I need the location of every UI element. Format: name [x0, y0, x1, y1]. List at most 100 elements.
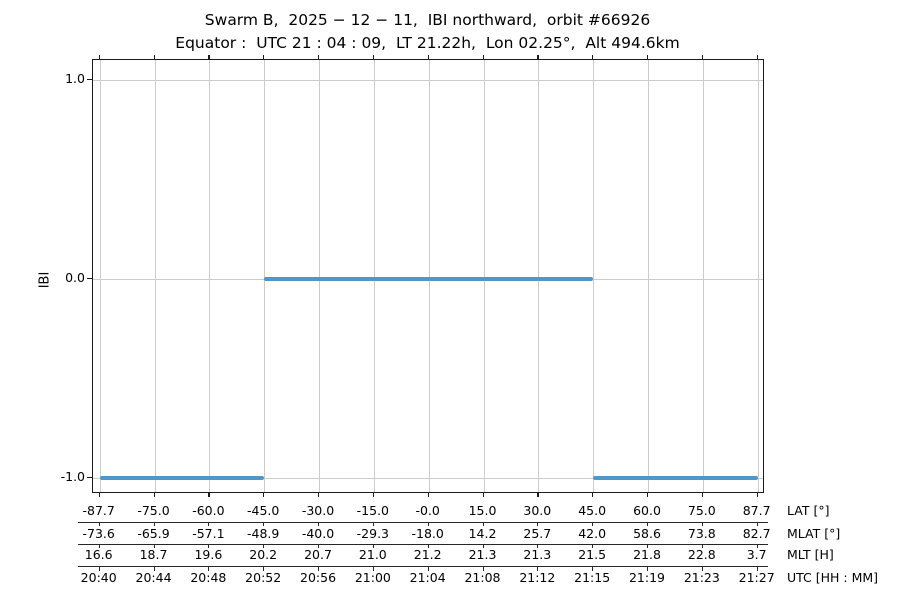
chart-subtitle: Equator : UTC 21 : 04 : 09, LT 21.22h, L…	[175, 34, 680, 52]
x-tick-label: 21.3	[468, 546, 497, 562]
x-axis-row-name: UTC [HH : MM]	[787, 570, 879, 585]
x-gridline	[593, 60, 595, 492]
x-axis-row-tick	[98, 566, 100, 571]
x-gridline	[648, 60, 649, 492]
x-tick-bottom	[537, 492, 539, 497]
x-axis-row-name: MLAT [°]	[787, 525, 841, 541]
x-axis-row-tick	[153, 566, 155, 571]
x-tick-label: -15.0	[356, 503, 390, 518]
x-tick-label: 14.2	[468, 525, 497, 541]
x-axis-row-tick	[701, 521, 703, 526]
x-tick-label: -57.1	[192, 525, 225, 541]
x-tick-label: -75.0	[137, 503, 170, 518]
x-axis-row-tick	[318, 543, 320, 548]
x-axis-row-tick	[98, 543, 100, 548]
x-axis-row-tick	[482, 543, 484, 548]
x-tick-label: 21.0	[358, 546, 387, 562]
x-axis-row-tick	[372, 566, 374, 571]
x-axis-row-tick	[208, 543, 210, 548]
x-tick-label: -73.6	[82, 525, 115, 541]
x-gridline	[209, 60, 211, 492]
x-tick-label: 20:56	[300, 570, 337, 585]
chart-title: Swarm B, 2025 − 12 − 11, IBI northward, …	[204, 11, 651, 29]
x-tick-label: 19.6	[194, 546, 223, 562]
x-tick-label: -40.0	[301, 525, 335, 541]
x-axis-row-tick	[592, 566, 594, 571]
x-tick-label: -29.3	[356, 525, 390, 541]
x-axis-row-rule	[78, 521, 768, 523]
x-axis-row-tick	[427, 543, 429, 548]
x-tick-label: 18.7	[139, 546, 168, 562]
x-gridline	[373, 60, 375, 492]
x-axis-row-tick	[208, 566, 210, 571]
x-tick-label: 22.8	[687, 546, 716, 562]
x-gridline	[264, 60, 266, 492]
x-tick-bottom	[427, 492, 429, 497]
x-axis-row-tick	[701, 566, 703, 571]
x-tick-label: 15.0	[468, 503, 497, 518]
x-tick-top	[647, 55, 649, 59]
y-tick-label: 1.0	[65, 70, 85, 86]
x-tick-label: 16.6	[84, 546, 113, 562]
x-tick-bottom	[318, 492, 320, 497]
x-tick-top	[427, 55, 429, 59]
data-line-segment	[593, 475, 758, 480]
x-tick-label: 30.0	[523, 503, 552, 518]
x-gridline	[154, 60, 156, 492]
x-tick-label: 21.5	[578, 546, 607, 562]
x-axis-row-tick	[482, 566, 484, 571]
x-axis-row-tick	[427, 521, 429, 526]
x-tick-top	[318, 55, 320, 59]
x-axis-row-rule	[78, 543, 768, 545]
x-axis-row-tick	[647, 543, 648, 548]
x-tick-label: 73.8	[687, 525, 716, 541]
x-tick-top	[701, 55, 704, 59]
x-tick-bottom	[647, 492, 649, 497]
x-tick-label: 45.0	[578, 503, 607, 518]
x-tick-label: -45.0	[247, 503, 280, 518]
x-tick-label: -48.9	[247, 525, 280, 541]
x-axis-row-tick	[208, 521, 210, 526]
x-gridline	[757, 60, 759, 492]
x-tick-top	[372, 55, 375, 59]
x-tick-label: -30.0	[301, 503, 335, 518]
data-line-segment	[264, 276, 594, 281]
x-tick-top	[592, 55, 594, 59]
x-axis-row-tick	[263, 543, 265, 548]
x-tick-label: -65.9	[137, 525, 170, 541]
x-gridline	[538, 60, 540, 492]
x-tick-label: 20:40	[80, 570, 117, 585]
x-axis-row-name: LAT [°]	[787, 503, 830, 518]
y-tick	[87, 277, 92, 279]
x-axis-row-tick	[592, 543, 594, 548]
x-tick-label: 20.7	[304, 546, 332, 562]
x-tick-label: -87.7	[82, 503, 115, 518]
x-gridline	[702, 60, 704, 492]
x-tick-top	[537, 55, 539, 59]
x-axis-row-tick	[537, 543, 539, 548]
x-tick-label: 75.0	[687, 503, 716, 518]
x-axis-row-tick	[153, 521, 155, 526]
x-tick-label: 21:27	[738, 570, 775, 585]
x-tick-top	[153, 55, 155, 59]
x-axis-row-tick	[263, 566, 265, 571]
x-tick-label: 21:15	[574, 570, 611, 585]
y-tick	[87, 476, 92, 478]
x-axis-row-tick	[427, 566, 429, 571]
x-axis-row-name: MLT [H]	[787, 546, 834, 562]
y-tick-label: -1.0	[60, 468, 85, 484]
x-tick-label: 82.7	[742, 525, 771, 541]
x-axis-row-tick	[372, 543, 374, 548]
x-axis-row-tick	[263, 521, 265, 526]
x-gridline	[99, 60, 101, 492]
x-tick-label: 25.7	[523, 525, 552, 541]
x-axis-row-tick	[647, 521, 648, 526]
x-tick-label: -18.0	[411, 525, 444, 541]
x-tick-bottom	[701, 492, 704, 497]
x-tick-top	[208, 55, 210, 59]
x-tick-label: 20.2	[249, 546, 278, 562]
x-tick-label: 3.7	[746, 546, 767, 562]
x-tick-bottom	[208, 492, 210, 497]
x-axis-row-tick	[482, 521, 484, 526]
x-tick-label: 58.6	[633, 525, 661, 541]
